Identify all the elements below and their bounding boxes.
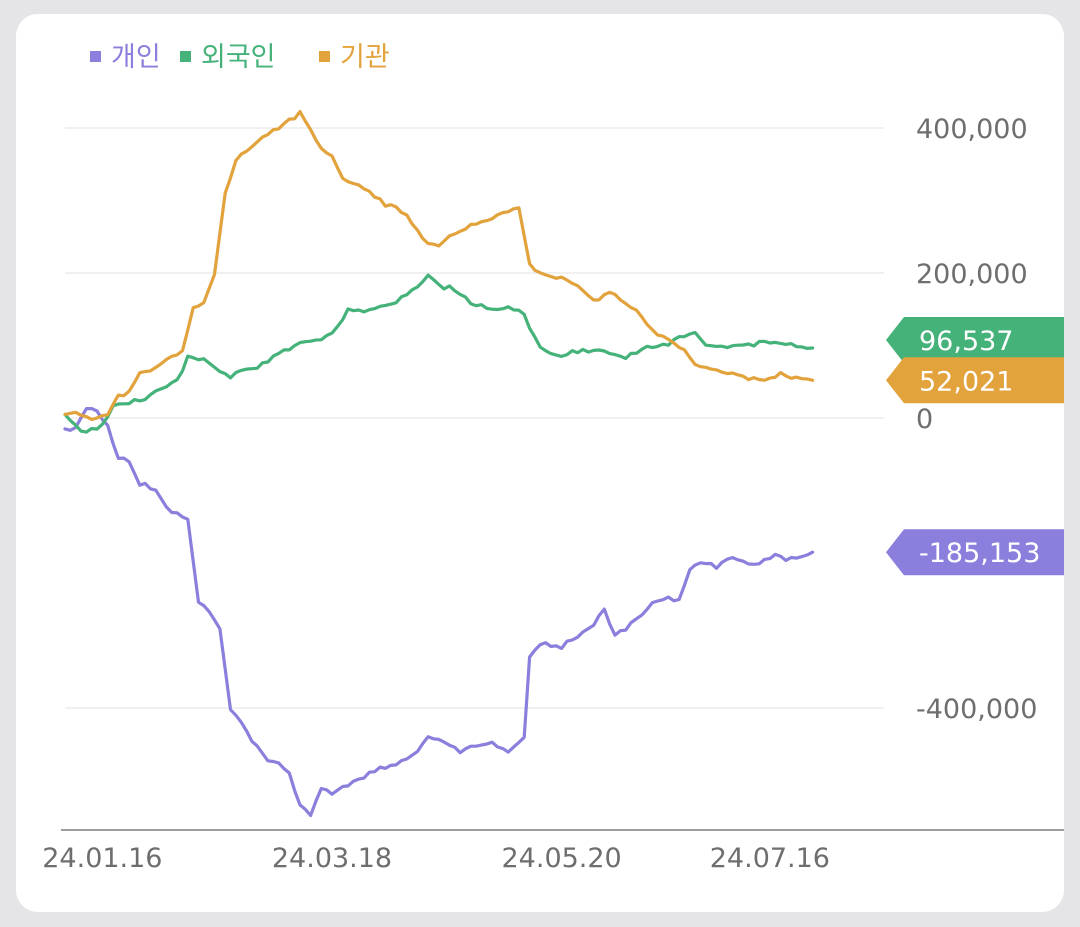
legend-swatch — [319, 51, 330, 62]
end-value-labels: 96,537 52,021 -185,153 — [886, 317, 1064, 576]
gridlines — [65, 127, 884, 709]
end-value-badge — [886, 317, 1064, 364]
x-tick-label: 24.01.16 — [42, 843, 162, 874]
x-tick-label: 24.07.16 — [710, 843, 830, 874]
x-tick-labels: 24.01.16 24.03.18 24.05.20 24.07.16 — [42, 843, 830, 874]
y-tick-label: 0 — [916, 404, 933, 435]
legend-label: 기관 — [340, 42, 390, 73]
x-tick-label: 24.03.18 — [272, 843, 392, 874]
y-tick-label: 400,000 — [916, 114, 1028, 145]
end-value-label: 96,537 — [919, 326, 1013, 357]
x-tick-label: 24.05.20 — [502, 843, 622, 874]
series-line-기관 — [63, 110, 815, 422]
legend-label: 개인 — [111, 42, 161, 73]
end-value-label: 52,021 — [919, 366, 1013, 397]
series-line-개인 — [63, 407, 815, 818]
end-value-label: -185,153 — [919, 538, 1040, 569]
chart-card: 개인 외국인 기관 400,000 200,000 0 -400,000 24.01.16… — [16, 14, 1064, 912]
end-value-badge — [886, 357, 1064, 404]
legend-label: 외국인 — [201, 42, 276, 73]
legend-swatch — [90, 51, 101, 62]
legend: 개인 외국인 기관 — [90, 42, 390, 73]
y-tick-label: -400,000 — [916, 694, 1037, 725]
end-value-badge — [886, 529, 1064, 576]
legend-swatch — [180, 51, 191, 62]
y-tick-labels: 400,000 200,000 0 -400,000 — [916, 114, 1037, 725]
y-tick-label: 200,000 — [916, 259, 1028, 290]
series-lines — [63, 110, 815, 818]
series-line-외국인 — [63, 273, 815, 434]
line-chart: 개인 외국인 기관 400,000 200,000 0 -400,000 24.01.16… — [42, 42, 1064, 874]
